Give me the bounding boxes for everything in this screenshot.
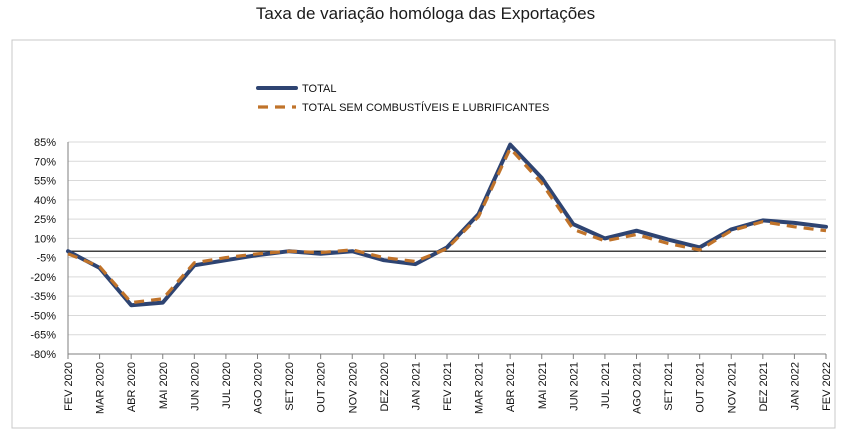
x-tick-label: JAN 2021: [410, 362, 422, 410]
series-line-total-sem-combustiveis: [67, 146, 827, 305]
y-tick-label: -5%: [36, 253, 56, 265]
y-tick-label: -65%: [30, 330, 56, 342]
x-tick-label: JUN 2021: [568, 362, 580, 411]
x-tick-label: MAR 2020: [95, 362, 107, 414]
x-tick-label: SET 2020: [284, 362, 296, 411]
y-tick-label: -20%: [30, 272, 56, 284]
y-tick-label: 55%: [34, 176, 56, 188]
y-tick-label: 10%: [34, 233, 56, 245]
legend-label: TOTAL SEM COMBUSTÍVEIS E LUBRIFICANTES: [302, 101, 549, 114]
x-tick-label: DEZ 2020: [379, 362, 391, 412]
x-tick-label: SET 2021: [663, 362, 675, 411]
y-tick-label: -35%: [30, 291, 56, 303]
x-tick-label: OUT 2021: [695, 362, 707, 413]
series-line-total: [66, 142, 828, 308]
x-tick-label: AGO 2020: [253, 362, 265, 414]
series-lines: [66, 142, 828, 308]
x-tick-label: JUL 2021: [600, 362, 612, 409]
gridlines: [68, 141, 826, 355]
x-tick-label: NOV 2021: [726, 362, 738, 413]
x-tick-label: ABR 2020: [126, 362, 138, 412]
y-tick-label: 85%: [34, 137, 56, 149]
x-tick-label: JUN 2020: [189, 362, 201, 411]
x-tick-label: MAR 2021: [474, 362, 486, 414]
legend: TOTAL TOTAL SEM COMBUSTÍVEIS E LUBRIFICAN…: [256, 83, 549, 114]
chart-title: Taxa de variação homóloga das Exportaçõe…: [255, 4, 596, 23]
axes: 85% 70% 55% 40% 25% 10% -5% -20% -35% -50% -65% -80…: [30, 137, 833, 414]
x-tick-label: AGO 2021: [632, 362, 644, 414]
x-tick-label: MAI 2020: [158, 362, 170, 409]
x-tick-label: NOV 2020: [347, 362, 359, 413]
x-tick-label: JAN 2022: [789, 362, 801, 410]
y-tick-label: 70%: [34, 156, 56, 168]
x-tick-label: DEZ 2021: [758, 362, 770, 412]
x-tick-label: FEV 2020: [63, 362, 75, 411]
y-tick-label: -50%: [30, 310, 56, 322]
x-tick-label: OUT 2020: [316, 362, 328, 413]
y-tick-label: -80%: [30, 349, 56, 361]
x-tick-label: ABR 2021: [505, 362, 517, 412]
y-tick-label: 25%: [34, 214, 56, 226]
chart-frame: [11, 39, 836, 429]
x-tick-label: FEV 2022: [821, 362, 833, 411]
x-tick-label: JUL 2020: [221, 362, 233, 409]
legend-label: TOTAL: [302, 83, 336, 95]
y-tick-label: 40%: [34, 195, 56, 207]
x-tick-label: MAI 2021: [537, 362, 549, 409]
x-tick-label: FEV 2021: [442, 362, 454, 411]
